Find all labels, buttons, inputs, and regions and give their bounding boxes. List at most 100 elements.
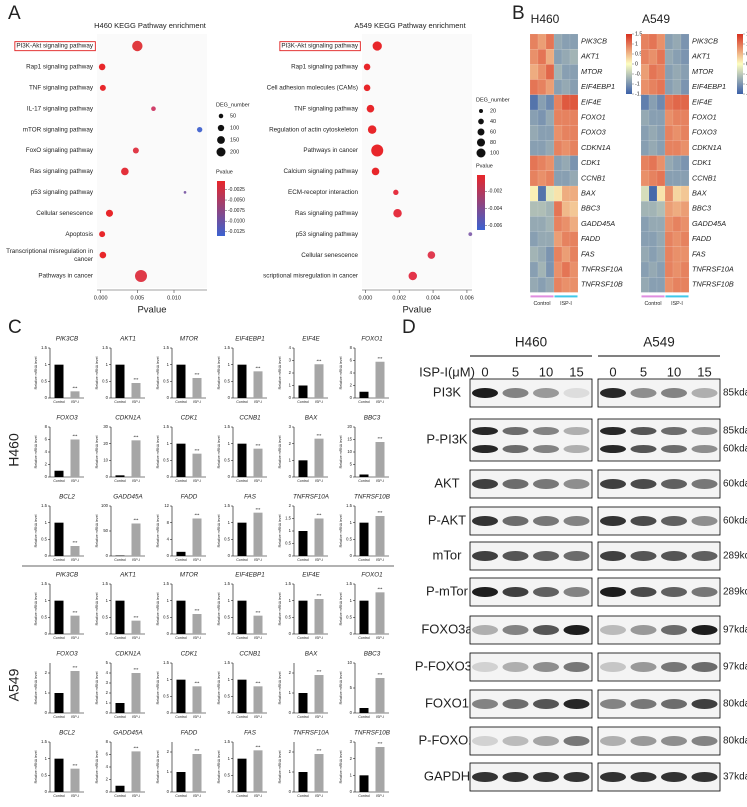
y-axis-title: Relative mRNA level xyxy=(278,356,282,389)
heat-cell xyxy=(537,231,547,247)
y-tick-label: 0.5 xyxy=(224,536,230,541)
bar xyxy=(375,747,385,792)
heat-cell xyxy=(664,49,674,65)
category-label: TNF signaling pathway xyxy=(29,84,94,91)
heat-cell xyxy=(680,155,690,171)
y-axis-title: Relative mRNA level xyxy=(156,750,160,783)
y-tick-label: 1 xyxy=(289,528,292,533)
y-tick-label: 0 xyxy=(45,789,48,794)
category-label: Calcium signaling pathway xyxy=(283,168,358,175)
heat-cell xyxy=(680,94,690,111)
heat-cell xyxy=(656,201,666,217)
category-label: ISP-I xyxy=(132,479,140,483)
bar xyxy=(253,371,263,398)
heat-cell xyxy=(553,201,563,217)
category-label: ISP-I xyxy=(193,400,201,404)
gene-label: GADD45A xyxy=(692,219,726,228)
heat-cell xyxy=(537,79,547,95)
significance: *** xyxy=(134,615,139,620)
category-label: ISP-I xyxy=(71,400,79,404)
heat-cell xyxy=(680,246,690,263)
y-axis-title: Relative mRNA level xyxy=(34,435,38,468)
significance: *** xyxy=(195,748,200,753)
category-label: Control xyxy=(175,715,187,719)
bar-title: CDKN1A xyxy=(115,415,141,422)
y-tick-label: 0 xyxy=(289,395,292,400)
x-tick-label: 0.005 xyxy=(130,295,144,301)
band xyxy=(661,736,687,746)
y-tick-label: 4 xyxy=(289,345,292,350)
category-label: Control xyxy=(114,715,126,719)
category-label: p53 signaling pathway xyxy=(31,189,94,196)
heat-cell xyxy=(529,201,539,217)
band xyxy=(563,587,590,597)
dose-label: 10 xyxy=(539,364,553,379)
bar xyxy=(54,693,64,713)
band xyxy=(630,551,657,561)
size-label: 60kda xyxy=(723,516,747,527)
y-tick-label: 8 xyxy=(45,424,48,429)
significance: *** xyxy=(317,748,322,753)
heat-cell xyxy=(529,109,539,126)
bar xyxy=(131,523,141,556)
bar-title: TNFRSF10B xyxy=(354,494,390,501)
band xyxy=(600,427,626,435)
category-label: Control xyxy=(297,400,309,404)
dot xyxy=(183,191,187,194)
bar xyxy=(298,772,308,792)
dose-label: 15 xyxy=(569,364,583,379)
category-label: ISP-I xyxy=(193,479,201,483)
bar xyxy=(375,678,385,713)
bar xyxy=(314,364,324,398)
significance: *** xyxy=(378,436,383,441)
band xyxy=(691,587,718,597)
bar-title: CDK1 xyxy=(181,415,198,422)
highlight-box xyxy=(279,41,361,52)
heat-cell xyxy=(561,170,571,187)
heat-cell xyxy=(561,33,571,50)
dot xyxy=(132,147,139,154)
heat-cell xyxy=(553,64,563,80)
bar-title: FOXO1 xyxy=(361,336,382,343)
bar xyxy=(54,758,64,792)
category-label: ISP-I xyxy=(132,794,140,798)
band xyxy=(630,388,657,398)
y-axis-title: Relative mRNA level xyxy=(339,750,343,783)
bar-title: BCL2 xyxy=(59,730,75,737)
heat-cell xyxy=(561,277,571,293)
y-tick-label: 1.5 xyxy=(41,739,47,744)
category-label: ISP-I xyxy=(315,479,323,483)
heat-cell xyxy=(656,246,666,263)
y-tick-label: 1.5 xyxy=(224,581,230,586)
y-tick-label: 0 xyxy=(106,474,109,479)
colorbar xyxy=(626,34,632,94)
heat-cell xyxy=(648,246,658,263)
x-tick-label: 0.006 xyxy=(460,295,474,301)
y-tick-label: 0.5 xyxy=(163,378,169,383)
heat-cell xyxy=(664,216,674,232)
y-tick-label: 1 xyxy=(167,362,170,367)
bar xyxy=(298,531,308,556)
group-bar xyxy=(641,295,665,298)
dot xyxy=(393,209,402,218)
significance: *** xyxy=(73,763,78,768)
heat-cell xyxy=(656,261,666,278)
band xyxy=(533,551,559,561)
heat-cell xyxy=(569,201,579,217)
significance: *** xyxy=(317,669,322,674)
bar xyxy=(314,675,324,713)
legend-label: 60 xyxy=(490,129,496,135)
heat-cell xyxy=(569,170,579,187)
gene-label: BAX xyxy=(692,189,708,198)
bar xyxy=(192,754,202,792)
bar xyxy=(298,693,308,713)
category-label: Control xyxy=(53,794,65,798)
colorbar-label: -0.0025 xyxy=(228,187,245,193)
heat-cell xyxy=(672,170,682,187)
band xyxy=(472,516,498,526)
heat-cell xyxy=(553,231,563,247)
category-label: PI3K-Akt signaling pathway xyxy=(281,43,359,50)
band xyxy=(472,427,498,435)
band xyxy=(502,388,529,398)
y-tick-label: 1 xyxy=(45,598,48,603)
